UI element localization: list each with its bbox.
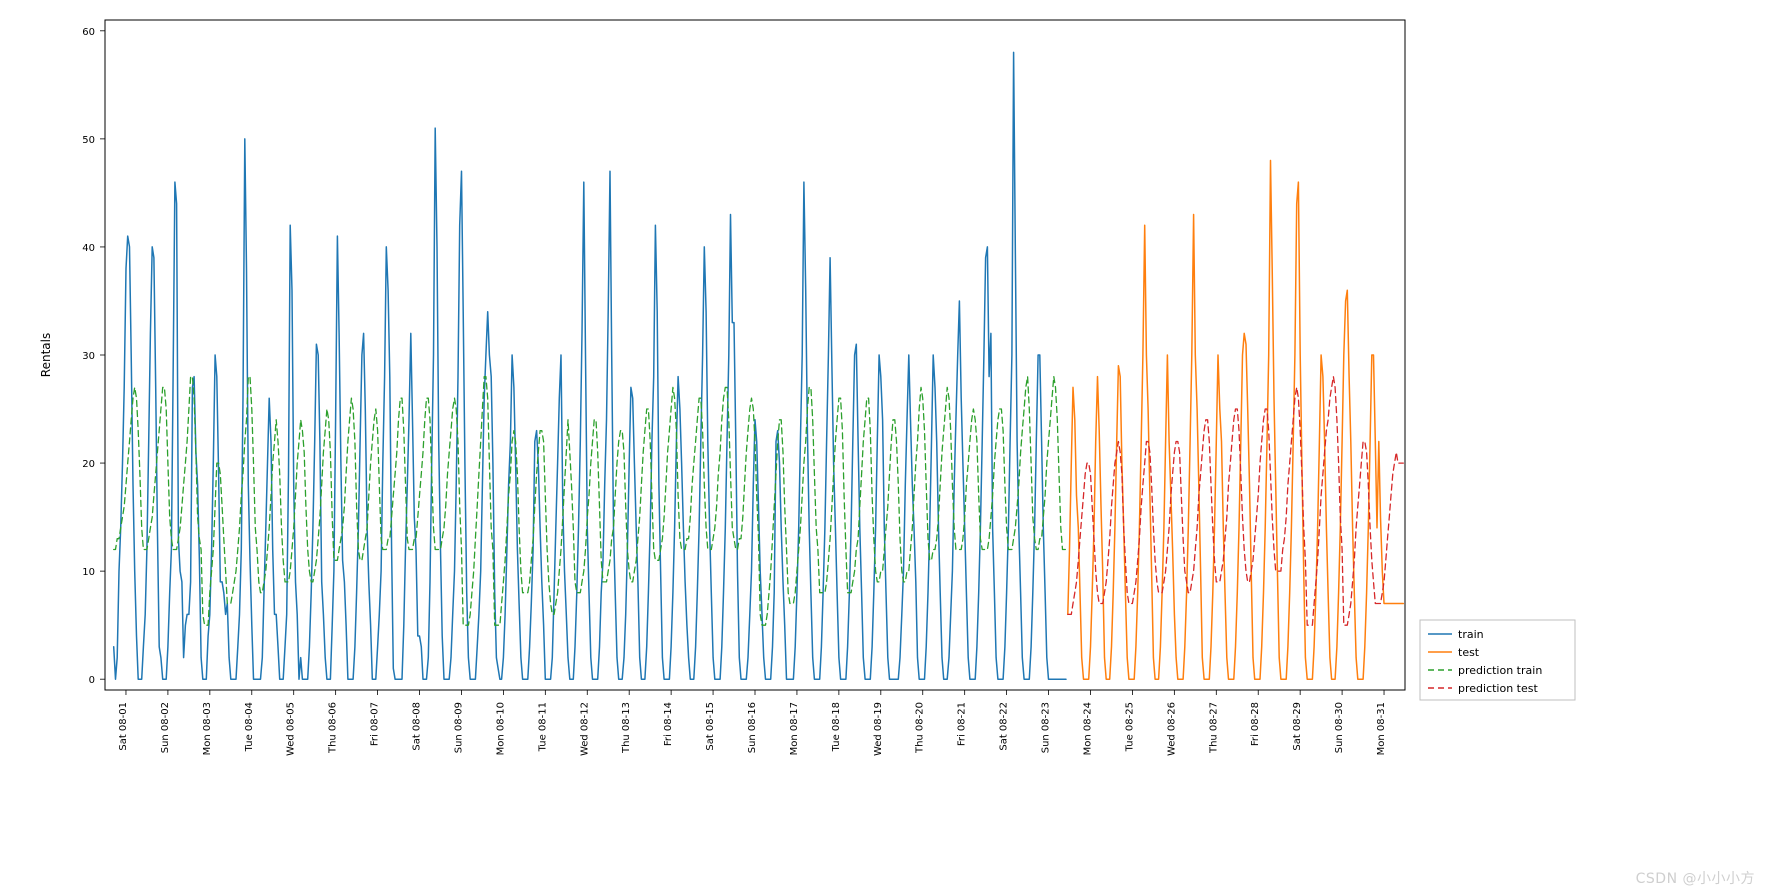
svg-text:Thu 08-20: Thu 08-20 [915,702,926,754]
svg-text:10: 10 [82,567,95,578]
chart-container: 0 10 20 30 40 50 60 Rentals Sat 08-01 Sun 08-02 Mo… [0,0,1773,892]
svg-text:Sat 08-01: Sat 08-01 [118,702,129,751]
svg-text:50: 50 [82,135,95,146]
svg-text:Mon 08-03: Mon 08-03 [202,702,213,755]
svg-text:0: 0 [89,675,95,686]
svg-text:Thu 08-06: Thu 08-06 [328,702,339,754]
svg-text:Mon 08-24: Mon 08-24 [1082,702,1093,755]
svg-text:Wed 08-19: Wed 08-19 [873,702,884,756]
svg-text:Mon 08-31: Mon 08-31 [1376,702,1387,755]
svg-text:Sun 08-16: Sun 08-16 [747,702,758,753]
svg-text:Thu 08-27: Thu 08-27 [1208,702,1219,754]
svg-text:Sat 08-15: Sat 08-15 [705,702,716,751]
svg-text:Thu 08-13: Thu 08-13 [621,702,632,754]
legend-label-pred_train: prediction train [1458,664,1542,677]
ylabel: Rentals [39,333,53,377]
svg-text:Tue 08-11: Tue 08-11 [537,702,548,752]
legend-label-train: train [1458,628,1484,641]
svg-text:Sat 08-08: Sat 08-08 [412,702,423,751]
svg-text:Tue 08-25: Tue 08-25 [1124,702,1135,752]
svg-text:Mon 08-10: Mon 08-10 [495,702,506,755]
svg-text:Sat 08-22: Sat 08-22 [999,702,1010,751]
svg-text:Tue 08-04: Tue 08-04 [244,702,255,752]
svg-text:Mon 08-17: Mon 08-17 [789,702,800,755]
svg-text:Sun 08-30: Sun 08-30 [1334,702,1345,753]
svg-text:30: 30 [82,351,95,362]
svg-text:Sat 08-29: Sat 08-29 [1292,702,1303,751]
svg-text:60: 60 [82,27,95,38]
svg-text:Fri 08-07: Fri 08-07 [370,702,381,746]
svg-text:Sun 08-23: Sun 08-23 [1041,702,1052,753]
svg-text:Wed 08-26: Wed 08-26 [1166,702,1177,756]
legend-label-pred_test: prediction test [1458,682,1538,695]
svg-text:Wed 08-12: Wed 08-12 [579,702,590,756]
svg-text:Fri 08-14: Fri 08-14 [663,702,674,746]
svg-text:Fri 08-21: Fri 08-21 [957,702,968,746]
chart-svg: 0 10 20 30 40 50 60 Rentals Sat 08-01 Sun 08-02 Mo… [0,0,1773,892]
svg-text:Tue 08-18: Tue 08-18 [831,702,842,752]
svg-text:Wed 08-05: Wed 08-05 [286,702,297,756]
svg-text:Sun 08-09: Sun 08-09 [453,702,464,753]
svg-text:20: 20 [82,459,95,470]
svg-text:Sun 08-02: Sun 08-02 [160,702,171,753]
svg-text:40: 40 [82,243,95,254]
svg-text:Fri 08-28: Fri 08-28 [1250,702,1261,746]
legend-label-test: test [1458,646,1480,659]
watermark-label: CSDN @小小小方 [1636,868,1755,888]
